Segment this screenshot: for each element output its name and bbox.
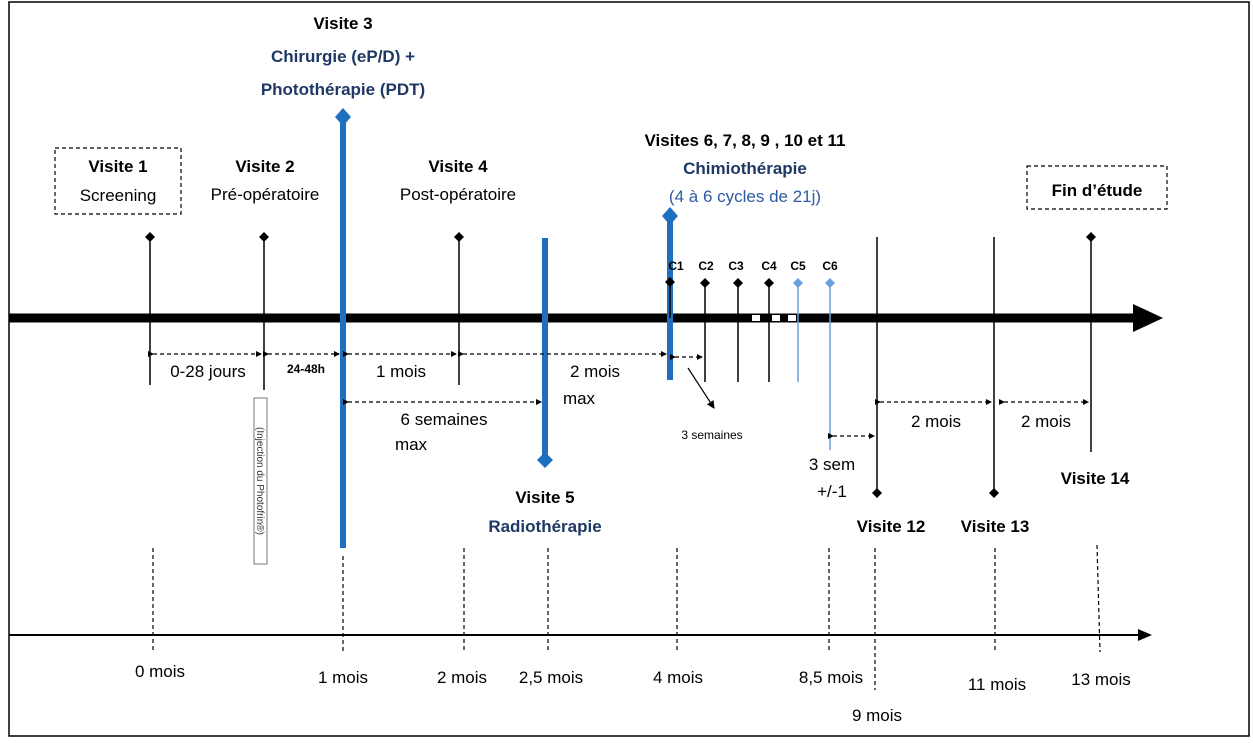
interval-2-mois-12-13: 2 mois <box>911 412 961 431</box>
month-label-4: 4 mois <box>653 668 703 687</box>
cycle-2-label: C2 <box>698 259 714 273</box>
diagram-frame <box>8 1 1250 737</box>
visit-4-marker <box>454 232 464 242</box>
injection-note-group: (Injection du Photofrin®) <box>253 397 268 565</box>
visit-1-marker <box>145 232 155 242</box>
visit-3-title: Visite 3 <box>313 14 372 33</box>
cycle-5-label: C5 <box>790 259 806 273</box>
visit-2-title: Visite 2 <box>235 157 294 176</box>
interval-2-mois-13-14: 2 mois <box>1021 412 1071 431</box>
visit-4-title: Visite 4 <box>428 157 488 176</box>
visit-5-marker <box>537 452 553 468</box>
visit-5-title: Visite 5 <box>515 488 574 507</box>
month-label-1: 1 mois <box>318 668 368 687</box>
cycle-6-marker <box>825 278 835 288</box>
timeline-break-2 <box>772 315 780 321</box>
timeline-break-3 <box>788 315 796 321</box>
month-label-13: 13 mois <box>1071 670 1131 689</box>
cycle-4-marker <box>764 278 774 288</box>
visits-6-11-title: Visites 6, 7, 8, 9 , 10 et 11 <box>645 131 846 150</box>
months-axis-arrowhead <box>1138 629 1152 641</box>
visit-1-title: Visite 1 <box>88 157 147 176</box>
visit-2-marker <box>259 232 269 242</box>
visit-4-subtitle: Post-opératoire <box>400 185 516 204</box>
injection-note-box <box>253 397 268 565</box>
cycle-5-marker <box>793 278 803 288</box>
cycle-1-marker <box>665 277 675 287</box>
pointer-3-semaines <box>687 367 715 409</box>
visit-14-title: Visite 14 <box>1061 469 1130 488</box>
cycle-2-marker <box>700 278 710 288</box>
visits-6-11-subtitle: Chimiothérapie <box>683 159 807 178</box>
visit-3-line1: Chirurgie (eP/D) + <box>271 47 415 66</box>
interval-6-semaines: 6 semaines <box>401 410 488 429</box>
interval-3-semaines: 3 semaines <box>681 428 742 442</box>
visit-1-subtitle: Screening <box>80 186 157 205</box>
month-tick-13 <box>1096 544 1101 653</box>
visit-12-title: Visite 12 <box>857 517 926 536</box>
interval-1-mois: 1 mois <box>376 362 426 381</box>
visits-6-11-detail: (4 à 6 cycles de 21j) <box>669 187 821 206</box>
main-timeline-arrowhead <box>1133 304 1163 332</box>
cycle-6-label: C6 <box>822 259 838 273</box>
month-label-9: 9 mois <box>852 706 902 725</box>
visit-2-subtitle: Pré-opératoire <box>211 185 320 204</box>
visit-5-subtitle: Radiothérapie <box>488 517 601 536</box>
visit-13-marker <box>989 488 999 498</box>
cycle-1-label: C1 <box>668 259 684 273</box>
visit-13-title: Visite 13 <box>961 517 1030 536</box>
visit-6-marker <box>662 207 678 225</box>
visit-1-box <box>54 147 182 215</box>
interval-2-mois-max: max <box>563 389 596 408</box>
interval-0-28-jours: 0-28 jours <box>170 362 246 381</box>
visit-12-marker <box>872 488 882 498</box>
visit-3-line2: Photothérapie (PDT) <box>261 80 425 99</box>
cycle-3-label: C3 <box>728 259 744 273</box>
end-of-study-box <box>1026 165 1168 210</box>
month-label-2: 2 mois <box>437 668 487 687</box>
cycle-3-marker <box>733 278 743 288</box>
interval-6-semaines-max: max <box>395 435 428 454</box>
end-of-study-label: Fin d’étude <box>1052 181 1143 200</box>
month-label-2-5: 2,5 mois <box>519 668 583 687</box>
injection-note: (Injection du Photofrin®) <box>254 427 265 535</box>
cycle-4-label: C4 <box>761 259 777 273</box>
month-label-0: 0 mois <box>135 662 185 681</box>
interval-3-sem-tolerance: +/-1 <box>817 482 847 501</box>
month-label-8-5: 8,5 mois <box>799 668 863 687</box>
timeline-break-1 <box>752 315 760 321</box>
month-label-11: 11 mois <box>968 675 1026 694</box>
interval-3-sem: 3 sem <box>809 455 855 474</box>
interval-24-48h: 24-48h <box>287 362 325 376</box>
visit-14-marker <box>1086 232 1096 242</box>
visit-3-marker <box>335 108 351 126</box>
interval-2-mois: 2 mois <box>570 362 620 381</box>
